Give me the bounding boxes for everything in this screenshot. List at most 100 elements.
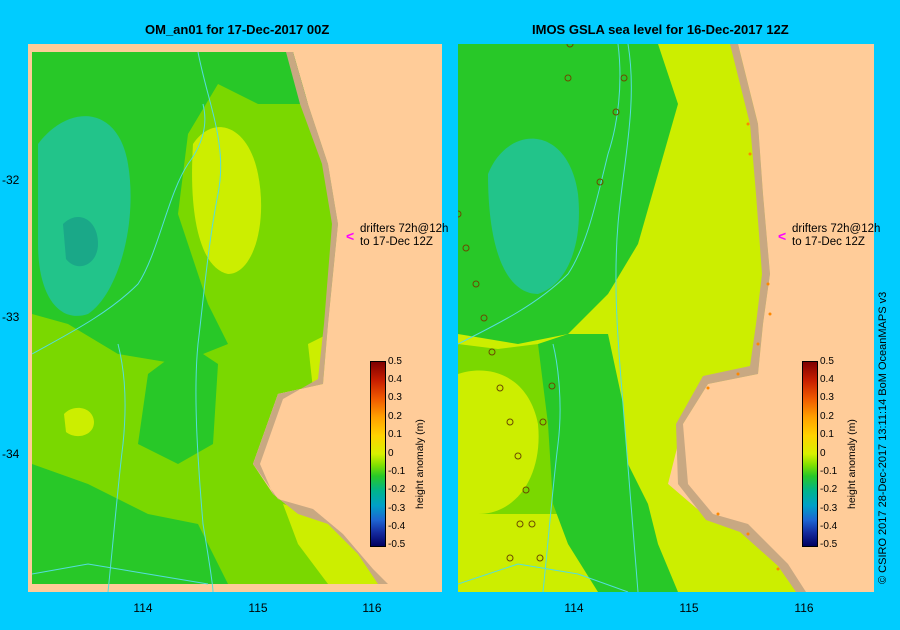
bathymetry-contour-west bbox=[542, 343, 561, 592]
colorbar-tick: -0.2 bbox=[388, 484, 406, 495]
colorbar-tick: 0.4 bbox=[388, 374, 402, 385]
lon-tick: 115 bbox=[248, 601, 268, 615]
drifter-dot bbox=[766, 282, 770, 286]
drifter-marker bbox=[472, 280, 480, 288]
negative-eddy bbox=[488, 138, 579, 294]
drifter-marker bbox=[514, 452, 522, 460]
colorbar-tick: 0 bbox=[388, 448, 394, 459]
colorbar-tick: -0.5 bbox=[388, 539, 406, 550]
drifter-note-right: < drifters 72h@12h to 17-Dec 12Z bbox=[778, 223, 881, 249]
colorbar-tick: 0.4 bbox=[820, 374, 834, 385]
colorbar-tick: 0.5 bbox=[388, 356, 402, 367]
land-mass bbox=[683, 44, 874, 592]
colorbar-tick: -0.3 bbox=[388, 503, 406, 514]
drifter-marker bbox=[480, 314, 488, 322]
positive-east-band bbox=[668, 484, 798, 592]
drifter-note-line: drifters 72h@12h bbox=[792, 223, 881, 235]
lat-tick: -34 bbox=[2, 447, 20, 461]
colorbar-tick: -0.4 bbox=[388, 521, 406, 532]
colorbar-tick: -0.1 bbox=[388, 466, 406, 477]
bathymetry-contour-deep bbox=[31, 103, 206, 355]
lat-tick: -33 bbox=[2, 310, 20, 324]
drifter-dot bbox=[756, 342, 760, 346]
lat-tick: -32 bbox=[2, 173, 20, 187]
left-map-svg bbox=[31, 44, 442, 592]
colorbar-tick: -0.3 bbox=[820, 503, 838, 514]
drifter-dot bbox=[736, 372, 740, 376]
colorbar-tick: -0.5 bbox=[820, 539, 838, 550]
left-map-title: OM_an01 for 17-Dec-2017 00Z bbox=[145, 22, 330, 37]
colorbar-left bbox=[370, 361, 386, 547]
drifter-marker bbox=[548, 382, 556, 390]
lon-tick: 116 bbox=[794, 601, 814, 615]
left-map bbox=[28, 44, 442, 592]
drifter-marker bbox=[496, 384, 504, 392]
negative-eddy-core bbox=[63, 216, 98, 267]
drifter-marker bbox=[522, 486, 530, 494]
colorbar-tick: 0.1 bbox=[388, 429, 402, 440]
lon-tick: 116 bbox=[362, 601, 382, 615]
drifter-marker bbox=[620, 74, 628, 82]
drifter-arrow-icon: < bbox=[346, 228, 355, 244]
zero-contour-region-south bbox=[538, 334, 678, 592]
drifter-marker bbox=[536, 554, 544, 562]
colorbar-tick: -0.1 bbox=[820, 466, 838, 477]
positive-west-patch bbox=[458, 370, 539, 514]
drifter-arrow-icon: < bbox=[778, 228, 787, 244]
coastline-shelf bbox=[253, 52, 388, 584]
colorbar-tick: 0 bbox=[820, 448, 826, 459]
drifter-marker bbox=[612, 108, 620, 116]
colorbar-left-title: height anomaly (m) bbox=[414, 419, 426, 509]
positive-shelf-south bbox=[283, 504, 378, 584]
colorbar-tick: 0.2 bbox=[388, 411, 402, 422]
drifter-marker bbox=[516, 520, 524, 528]
drifter-dots bbox=[706, 122, 780, 571]
bathymetry-contour-west bbox=[107, 343, 126, 592]
bathymetry-contour-deep bbox=[458, 44, 621, 345]
right-map-svg bbox=[458, 44, 874, 592]
colorbar-right bbox=[802, 361, 818, 547]
drifter-markers bbox=[458, 44, 628, 562]
drifter-dot bbox=[716, 512, 720, 516]
right-map-title: IMOS GSLA sea level for 16-Dec-2017 12Z bbox=[532, 22, 789, 37]
drifter-dot bbox=[776, 567, 780, 571]
drifter-marker bbox=[488, 348, 496, 356]
drifter-marker bbox=[596, 178, 604, 186]
colorbar-tick: 0.3 bbox=[388, 392, 402, 403]
positive-high-small bbox=[64, 407, 94, 437]
drifter-marker bbox=[506, 418, 514, 426]
drifter-marker bbox=[539, 418, 547, 426]
drifter-marker bbox=[458, 210, 462, 218]
drifter-marker bbox=[528, 520, 536, 528]
colorbar-tick: -0.4 bbox=[820, 521, 838, 532]
zero-contour-region-south bbox=[32, 464, 228, 584]
lon-tick: 114 bbox=[564, 601, 584, 615]
colorbar-tick: 0.5 bbox=[820, 356, 834, 367]
land-mass bbox=[253, 44, 442, 592]
drifter-dot bbox=[746, 122, 750, 126]
drifter-note-left: < drifters 72h@12h to 17-Dec 12Z bbox=[346, 223, 449, 249]
drifter-dot bbox=[748, 152, 752, 156]
credit-text: © CSIRO 2017 28-Dec-2017 13:11:14 BoM Oc… bbox=[877, 291, 889, 584]
drifter-marker bbox=[506, 554, 514, 562]
bathymetry-contour-1000m bbox=[195, 51, 222, 592]
drifter-marker bbox=[566, 44, 574, 48]
drifter-note-line: drifters 72h@12h bbox=[360, 223, 449, 235]
drifter-dot bbox=[746, 532, 750, 536]
drifter-note-line: to 17-Dec 12Z bbox=[792, 236, 865, 248]
colorbar-right-title: height anomaly (m) bbox=[846, 419, 858, 509]
drifter-note-line: to 17-Dec 12Z bbox=[360, 236, 433, 248]
drifter-dot bbox=[768, 312, 772, 316]
drifter-marker bbox=[462, 244, 470, 252]
zero-contour-region-mid bbox=[138, 344, 218, 464]
positive-high bbox=[192, 127, 262, 274]
colorbar-tick: 0.1 bbox=[820, 429, 834, 440]
lon-tick: 115 bbox=[679, 601, 699, 615]
colorbar-tick: 0.2 bbox=[820, 411, 834, 422]
drifter-dot bbox=[706, 386, 710, 390]
drifter-marker bbox=[564, 74, 572, 82]
bathymetry-contour-south bbox=[458, 563, 629, 592]
colorbar-tick: -0.2 bbox=[820, 484, 838, 495]
colorbar-tick: 0.3 bbox=[820, 392, 834, 403]
negative-eddy bbox=[38, 116, 131, 316]
